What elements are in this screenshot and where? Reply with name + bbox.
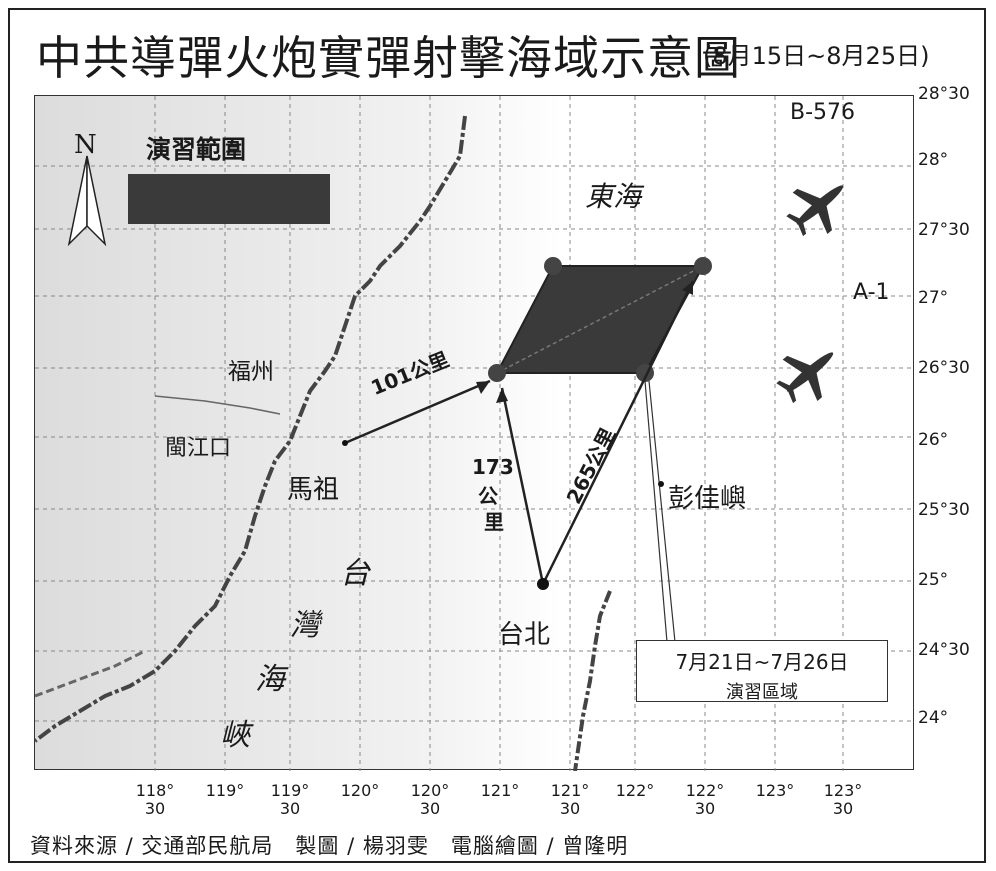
map-title: 中共導彈火炮實彈射擊海域示意圖 xyxy=(36,31,741,85)
lon-label: 120° 30 xyxy=(410,781,450,818)
lat-label: 26°30 xyxy=(918,358,970,378)
lon-label: 122° xyxy=(615,781,655,800)
mazu-point xyxy=(342,440,348,446)
lat-label: 25°30 xyxy=(918,500,970,520)
lat-label: 24° xyxy=(918,708,949,728)
lat-label: 28°30 xyxy=(918,84,970,104)
legend-swatch xyxy=(128,174,330,224)
lon-label: 120° xyxy=(340,781,380,800)
label-fuzhou: 福州 xyxy=(228,359,274,385)
china-coastline xyxy=(35,115,467,743)
airplane-icon xyxy=(786,185,844,237)
distance-taipei-north-unit2: 里 xyxy=(484,510,504,534)
lon-label: 123° 30 xyxy=(823,781,863,818)
taipei-point xyxy=(537,578,549,590)
lon-label: 119° xyxy=(205,781,245,800)
drill-callout-dates: 7月21日~7月26日 xyxy=(675,650,849,674)
distance-taipei-north-num: 173 xyxy=(472,455,514,479)
label-taipei: 台北 xyxy=(498,620,551,650)
taiwan-coastline xyxy=(573,590,612,771)
label-mazu: 馬祖 xyxy=(287,475,340,505)
distance-taipei-north-unit1: 公 xyxy=(478,484,498,508)
airplane-icon xyxy=(776,352,834,404)
lat-label: 25° xyxy=(918,570,949,590)
source-credits: 資料來源 / 交通部民航局 製圖 / 楊羽雯 電腦繪圖 / 曾隆明 xyxy=(30,834,629,858)
route-a1: A-1 xyxy=(853,280,890,305)
lat-label: 26° xyxy=(918,430,949,450)
lat-label: 27° xyxy=(918,288,949,308)
pengjia-point xyxy=(658,481,664,487)
label-strait-1: 台 xyxy=(340,556,370,591)
route-b576: B-576 xyxy=(790,100,856,125)
lon-label: 119° 30 xyxy=(270,781,310,818)
north-arrow xyxy=(62,134,112,254)
compass-icon xyxy=(67,155,107,247)
map-title-dates: (8月15日~8月25日) xyxy=(703,42,930,70)
lon-label: 121° 30 xyxy=(550,781,590,818)
legend-label: 演習範圍 xyxy=(146,135,247,164)
lon-label: 118° 30 xyxy=(135,781,175,818)
lat-label: 27°30 xyxy=(918,220,970,240)
distance-arrows xyxy=(344,280,695,585)
lon-label: 122° 30 xyxy=(685,781,725,818)
label-strait-4: 峽 xyxy=(220,718,250,753)
label-east-sea: 東海 xyxy=(585,180,642,213)
lat-label: 28° xyxy=(918,150,949,170)
label-strait-3: 海 xyxy=(255,662,285,697)
lon-label: 121° xyxy=(480,781,520,800)
label-minjiang: 閩江口 xyxy=(165,436,232,461)
lon-label: 123° xyxy=(755,781,795,800)
map-graphics xyxy=(35,96,915,771)
label-strait-2: 灣 xyxy=(290,608,320,643)
drill-callout: 7月21日~7月26日 演習區域 xyxy=(636,640,888,703)
lat-label: 24°30 xyxy=(918,640,970,660)
drill-callout-label: 演習區域 xyxy=(726,682,798,703)
label-pengjia: 彭佳嶼 xyxy=(668,484,747,514)
north-label: N xyxy=(74,130,97,160)
